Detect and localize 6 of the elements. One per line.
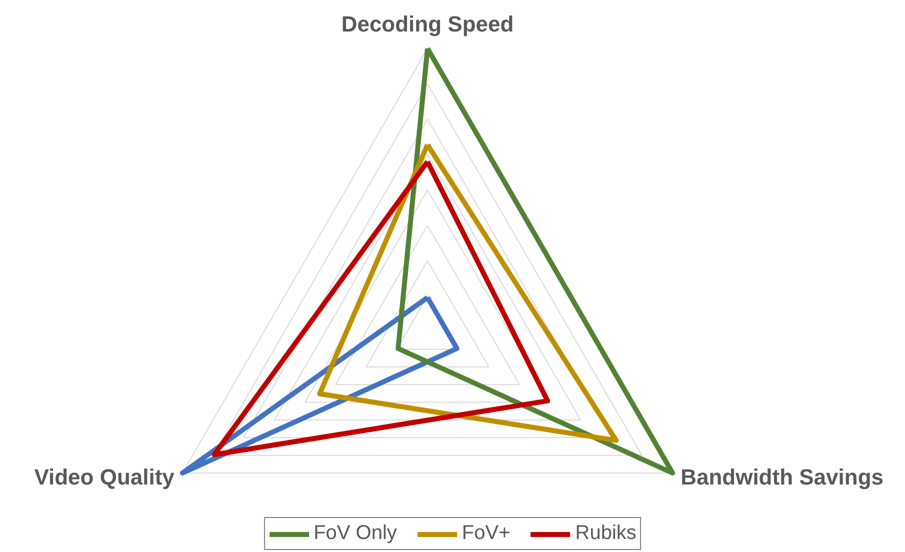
legend-label: FoV+ [462,522,510,545]
legend-label: Rubiks [575,522,636,545]
spoke-label: Video Quality [34,464,176,490]
spoke-label: Decoding Speed [341,12,514,36]
legend-label: FoV Only [314,522,397,545]
spoke-label: Bandwidth Savings [680,464,884,490]
